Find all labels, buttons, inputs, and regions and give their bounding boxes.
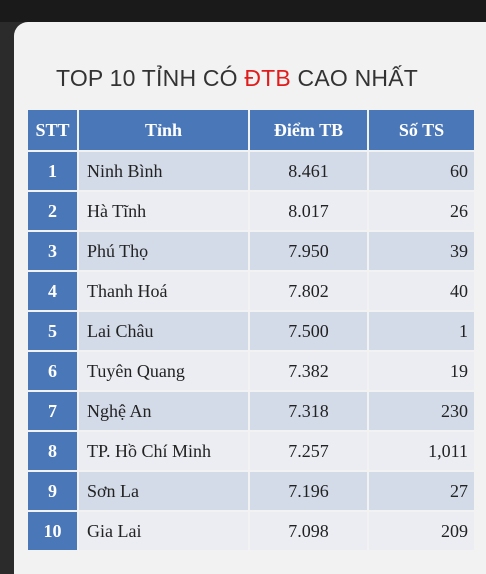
table-row: 9 Sơn La 7.196 27 xyxy=(26,470,476,512)
table-row: 7 Nghệ An 7.318 230 xyxy=(26,390,476,432)
header-stt: STT xyxy=(26,108,79,152)
table-row: 5 Lai Châu 7.500 1 xyxy=(26,310,476,352)
cell-province: Gia Lai xyxy=(77,510,250,552)
cell-stt: 1 xyxy=(26,150,79,192)
cell-province: Tuyên Quang xyxy=(77,350,250,392)
cell-count: 39 xyxy=(367,230,476,272)
cell-province: Ninh Bình xyxy=(77,150,250,192)
table-row: 4 Thanh Hoá 7.802 40 xyxy=(26,270,476,312)
cell-count: 1,011 xyxy=(367,430,476,472)
cell-province: Hà Tĩnh xyxy=(77,190,250,232)
cell-province: TP. Hồ Chí Minh xyxy=(77,430,250,472)
cell-score: 7.950 xyxy=(248,230,369,272)
cell-count: 19 xyxy=(367,350,476,392)
top-bar xyxy=(0,0,486,22)
cell-score: 7.318 xyxy=(248,390,369,432)
header-score: Điểm TB xyxy=(248,108,369,152)
cell-score: 7.802 xyxy=(248,270,369,312)
cell-stt: 9 xyxy=(26,470,79,512)
title-accent: ĐTB xyxy=(244,65,291,91)
table-header-row: STT Tỉnh Điểm TB Số TS xyxy=(26,108,476,152)
cell-score: 7.196 xyxy=(248,470,369,512)
cell-province: Sơn La xyxy=(77,470,250,512)
table-row: 8 TP. Hồ Chí Minh 7.257 1,011 xyxy=(26,430,476,472)
header-count: Số TS xyxy=(367,108,476,152)
table-row: 10 Gia Lai 7.098 209 xyxy=(26,510,476,552)
cell-province: Nghệ An xyxy=(77,390,250,432)
cell-count: 27 xyxy=(367,470,476,512)
cell-score: 7.500 xyxy=(248,310,369,352)
table-row: 2 Hà Tĩnh 8.017 26 xyxy=(26,190,476,232)
cell-province: Phú Thọ xyxy=(77,230,250,272)
cell-count: 60 xyxy=(367,150,476,192)
cell-stt: 6 xyxy=(26,350,79,392)
cell-stt: 5 xyxy=(26,310,79,352)
title-suffix: CAO NHẤT xyxy=(290,65,418,91)
header-province: Tỉnh xyxy=(77,108,250,152)
title-prefix: TOP 10 TỈNH CÓ xyxy=(56,65,245,91)
cell-stt: 8 xyxy=(26,430,79,472)
cell-score: 7.257 xyxy=(248,430,369,472)
cell-count: 26 xyxy=(367,190,476,232)
cell-province: Lai Châu xyxy=(77,310,250,352)
cell-score: 8.017 xyxy=(248,190,369,232)
cell-score: 7.382 xyxy=(248,350,369,392)
cell-score: 7.098 xyxy=(248,510,369,552)
cell-score: 8.461 xyxy=(248,150,369,192)
cell-count: 230 xyxy=(367,390,476,432)
table-row: 6 Tuyên Quang 7.382 19 xyxy=(26,350,476,392)
cell-stt: 3 xyxy=(26,230,79,272)
cell-province: Thanh Hoá xyxy=(77,270,250,312)
table-row: 3 Phú Thọ 7.950 39 xyxy=(26,230,476,272)
page-title: TOP 10 TỈNH CÓ ĐTB CAO NHẤT xyxy=(56,60,418,96)
cell-stt: 2 xyxy=(26,190,79,232)
cell-stt: 4 xyxy=(26,270,79,312)
cell-count: 1 xyxy=(367,310,476,352)
cell-count: 209 xyxy=(367,510,476,552)
table-row: 1 Ninh Bình 8.461 60 xyxy=(26,150,476,192)
ranking-table: STT Tỉnh Điểm TB Số TS 1 Ninh Bình 8.461… xyxy=(26,108,476,552)
cell-stt: 7 xyxy=(26,390,79,432)
cell-count: 40 xyxy=(367,270,476,312)
cell-stt: 10 xyxy=(26,510,79,552)
